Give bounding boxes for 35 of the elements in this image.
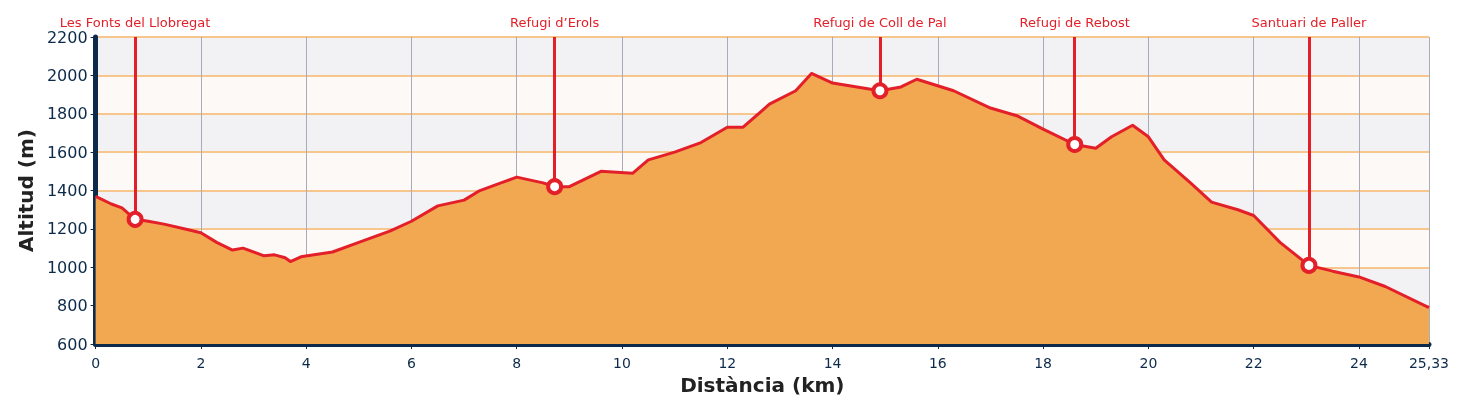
- annotation: Les Fonts del Llobregat: [59, 15, 211, 30]
- point: [1300, 256, 1318, 274]
- x-tick-label: 6: [406, 355, 416, 372]
- y-tick-label: 1000: [46, 257, 88, 277]
- y-tick-label: 1400: [46, 181, 88, 201]
- x-tick-label: 16: [928, 355, 947, 372]
- y-tick-label: 600: [57, 334, 88, 354]
- x-tick-label: 20: [1139, 355, 1158, 372]
- y-tick-label: 2000: [46, 65, 88, 85]
- annotation: Refugi de Coll de Pal: [813, 15, 947, 30]
- x-tick-label: 10: [613, 355, 631, 372]
- x-axis-title: Distància (km): [680, 373, 845, 397]
- y-axis-title: Altitud (m): [14, 129, 38, 253]
- annotation: Santuari de Paller: [1251, 15, 1368, 30]
- x-tick-label: 8: [512, 355, 522, 372]
- y-tick-label: 1600: [46, 142, 88, 162]
- x-tick-label: 0: [91, 355, 101, 372]
- x-tick-label: 22: [1244, 355, 1263, 372]
- x-tick-label: 4: [301, 355, 311, 372]
- x-tick-label: 2: [196, 355, 206, 372]
- point: [546, 178, 564, 196]
- x-tick-label: 12: [718, 355, 737, 372]
- y-tick-label: 800: [57, 296, 88, 316]
- point: [871, 82, 889, 100]
- annotation: Refugi de Rebost: [1019, 15, 1130, 30]
- x-tick-label: 18: [1034, 355, 1053, 372]
- x-tick-label: 25,33: [1408, 355, 1450, 372]
- point: [126, 210, 144, 228]
- x-tick-label: 24: [1350, 355, 1368, 372]
- annotation: Refugi d’Erols: [510, 15, 600, 30]
- point: [1066, 135, 1084, 153]
- y-tick-label: 1800: [46, 104, 88, 124]
- y-tick-label: 1200: [46, 219, 88, 239]
- x-tick-label: 14: [823, 355, 842, 372]
- y-tick-label: 2200: [46, 27, 88, 47]
